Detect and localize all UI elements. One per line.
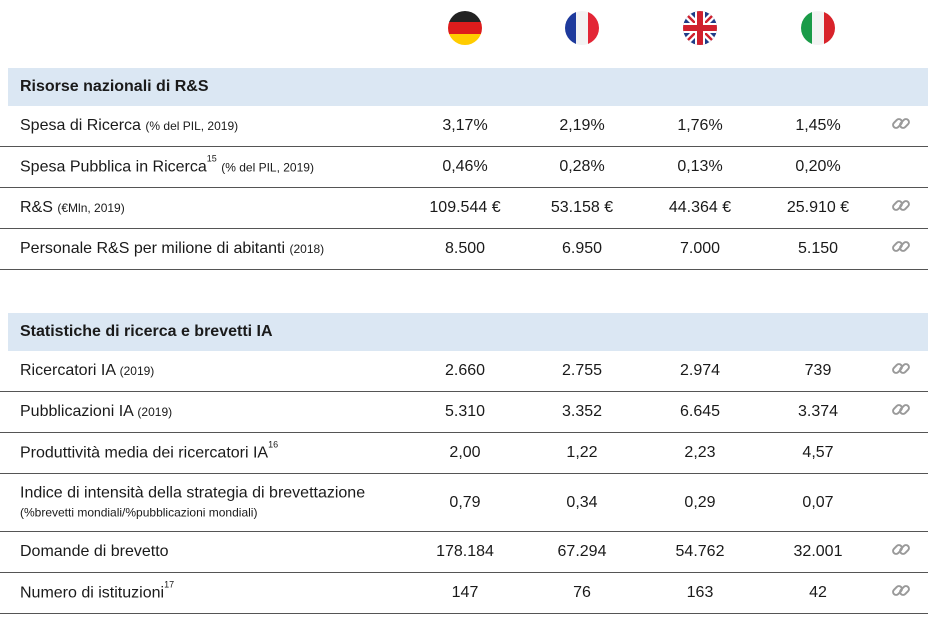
cell-value: 53.158 € (550, 199, 614, 216)
link-icon[interactable] (891, 581, 911, 606)
cell-value: 6.950 (561, 240, 603, 257)
cell-value: 7.000 (679, 240, 721, 257)
table-row: Spesa Pubblica in Ricerca15 (% del PIL, … (0, 147, 928, 188)
cell-value: 0,46% (442, 158, 488, 175)
cell-value: 3.352 (561, 403, 603, 420)
label-note: (%brevetti mondiali/%pubblicazioni mondi… (20, 505, 258, 519)
cell-value: 54.762 (675, 543, 725, 560)
label-note: (2019) (137, 405, 173, 419)
label-note: (% del PIL, 2019) (145, 119, 239, 133)
label-note: (2019) (119, 364, 155, 378)
cell-value: 32.001 (793, 543, 843, 560)
section-header: Statistiche di ricerca e brevetti IA (8, 313, 928, 351)
table-row: Domande di brevetto 178.184 67.294 54.762 32… (0, 532, 928, 573)
row-label: Indice di intensità della strategia di b… (20, 483, 400, 522)
cell-value: 1,45% (795, 117, 841, 134)
cell-value: 2.974 (679, 362, 721, 379)
link-icon[interactable] (891, 114, 911, 139)
flag-germany (448, 11, 482, 45)
table-row: Ricercatori IA (2019) 2.660 2.755 2.974 739 (0, 351, 928, 392)
label-text: R&S (20, 199, 53, 216)
label-text: Ricercatori IA (20, 362, 116, 379)
row-label: Personale R&S per milione di abitanti (2… (20, 240, 324, 258)
cell-value: 1,76% (677, 117, 723, 134)
cell-value: 147 (451, 584, 479, 601)
cell-value: 0,79 (449, 493, 481, 511)
cell-value: 2,19% (559, 117, 605, 134)
section: Risorse nazionali di R&S Spesa di Ricerca… (0, 68, 928, 270)
cell-value: 163 (686, 584, 714, 601)
flag-france (565, 11, 599, 45)
cell-value: 76 (573, 584, 591, 601)
section: Statistiche di ricerca e brevetti IA Rice… (0, 313, 928, 614)
flag-uk (683, 11, 717, 45)
cell-value: 0,20% (795, 158, 841, 175)
label-text: Indice di intensità della strategia di b… (20, 484, 366, 501)
cell-value: 5.310 (444, 403, 486, 420)
cell-value: 178.184 (436, 543, 494, 560)
link-icon[interactable] (891, 196, 911, 221)
row-label: Numero di istituzioni17 (20, 579, 174, 602)
cell-value: 2.660 (444, 362, 486, 379)
table-row: Produttività media dei ricercatori IA16 2… (0, 433, 928, 474)
cell-value: 0,29 (684, 493, 716, 511)
cell-value: 3,17% (442, 117, 488, 134)
link-icon[interactable] (891, 540, 911, 565)
cell-value: 44.364 € (668, 199, 732, 216)
label-text: Domande di brevetto (20, 543, 169, 560)
table-row: R&S (€Mln, 2019) 109.544 € 53.158 € 44.364 … (0, 188, 928, 229)
cell-value: 25.910 € (786, 199, 850, 216)
cell-value: 6.645 (679, 403, 721, 420)
footnote-ref: 16 (268, 439, 279, 450)
cell-value: 2,00 (449, 444, 481, 461)
label-text: Spesa di Ricerca (20, 117, 141, 134)
section-header: Risorse nazionali di R&S (8, 68, 928, 106)
cell-value: 4,57 (802, 444, 834, 461)
cell-value: 42 (809, 584, 827, 601)
cell-value: 8.500 (444, 240, 486, 257)
row-label: R&S (€Mln, 2019) (20, 199, 125, 217)
cell-value: 5.150 (797, 240, 839, 257)
label-text: Numero di istituzioni (20, 584, 165, 602)
cell-value: 3.374 (797, 403, 839, 420)
label-note: (2018) (289, 242, 325, 256)
table-row: Pubblicazioni IA (2019) 5.310 3.352 6.645 3.… (0, 392, 928, 433)
label-text: Personale R&S per milione di abitanti (20, 240, 286, 257)
footnote-ref: 17 (164, 579, 175, 590)
label-text: Produttività media dei ricercatori IA (20, 444, 269, 462)
row-label: Pubblicazioni IA (2019) (20, 403, 172, 421)
label-text: Pubblicazioni IA (20, 403, 133, 420)
cell-value: 0,34 (566, 493, 598, 511)
table-row: Personale R&S per milione di abitanti (2… (0, 229, 928, 270)
cell-value: 67.294 (557, 543, 607, 560)
table-row: Indice di intensità della strategia di b… (0, 474, 928, 532)
link-icon[interactable] (891, 237, 911, 262)
row-label: Domande di brevetto (20, 543, 169, 561)
row-label: Spesa di Ricerca (% del PIL, 2019) (20, 117, 238, 135)
cell-value: 0,28% (559, 158, 605, 175)
row-label: Spesa Pubblica in Ricerca15 (% del PIL, … (20, 153, 314, 176)
label-text: Spesa Pubblica in Ricerca (20, 158, 207, 176)
row-label: Ricercatori IA (2019) (20, 362, 154, 380)
cell-value: 2.755 (561, 362, 603, 379)
link-icon[interactable] (891, 359, 911, 384)
cell-value: 0,07 (802, 493, 834, 511)
footnote-ref: 15 (206, 153, 217, 164)
cell-value: 739 (804, 362, 832, 379)
cell-value: 109.544 € (429, 199, 501, 216)
table-row: Numero di istituzioni17 147 76 163 42 (0, 573, 928, 614)
link-icon[interactable] (891, 400, 911, 425)
cell-value: 2,23 (684, 444, 716, 461)
label-note: (€Mln, 2019) (57, 201, 125, 215)
table-row: Spesa di Ricerca (% del PIL, 2019) 3,17% 2… (0, 106, 928, 147)
label-note: (% del PIL, 2019) (221, 160, 314, 175)
cell-value: 0,13% (677, 158, 723, 175)
cell-value: 1,22 (566, 444, 598, 461)
flag-italy (801, 11, 835, 45)
row-label: Produttività media dei ricercatori IA16 (20, 439, 278, 462)
